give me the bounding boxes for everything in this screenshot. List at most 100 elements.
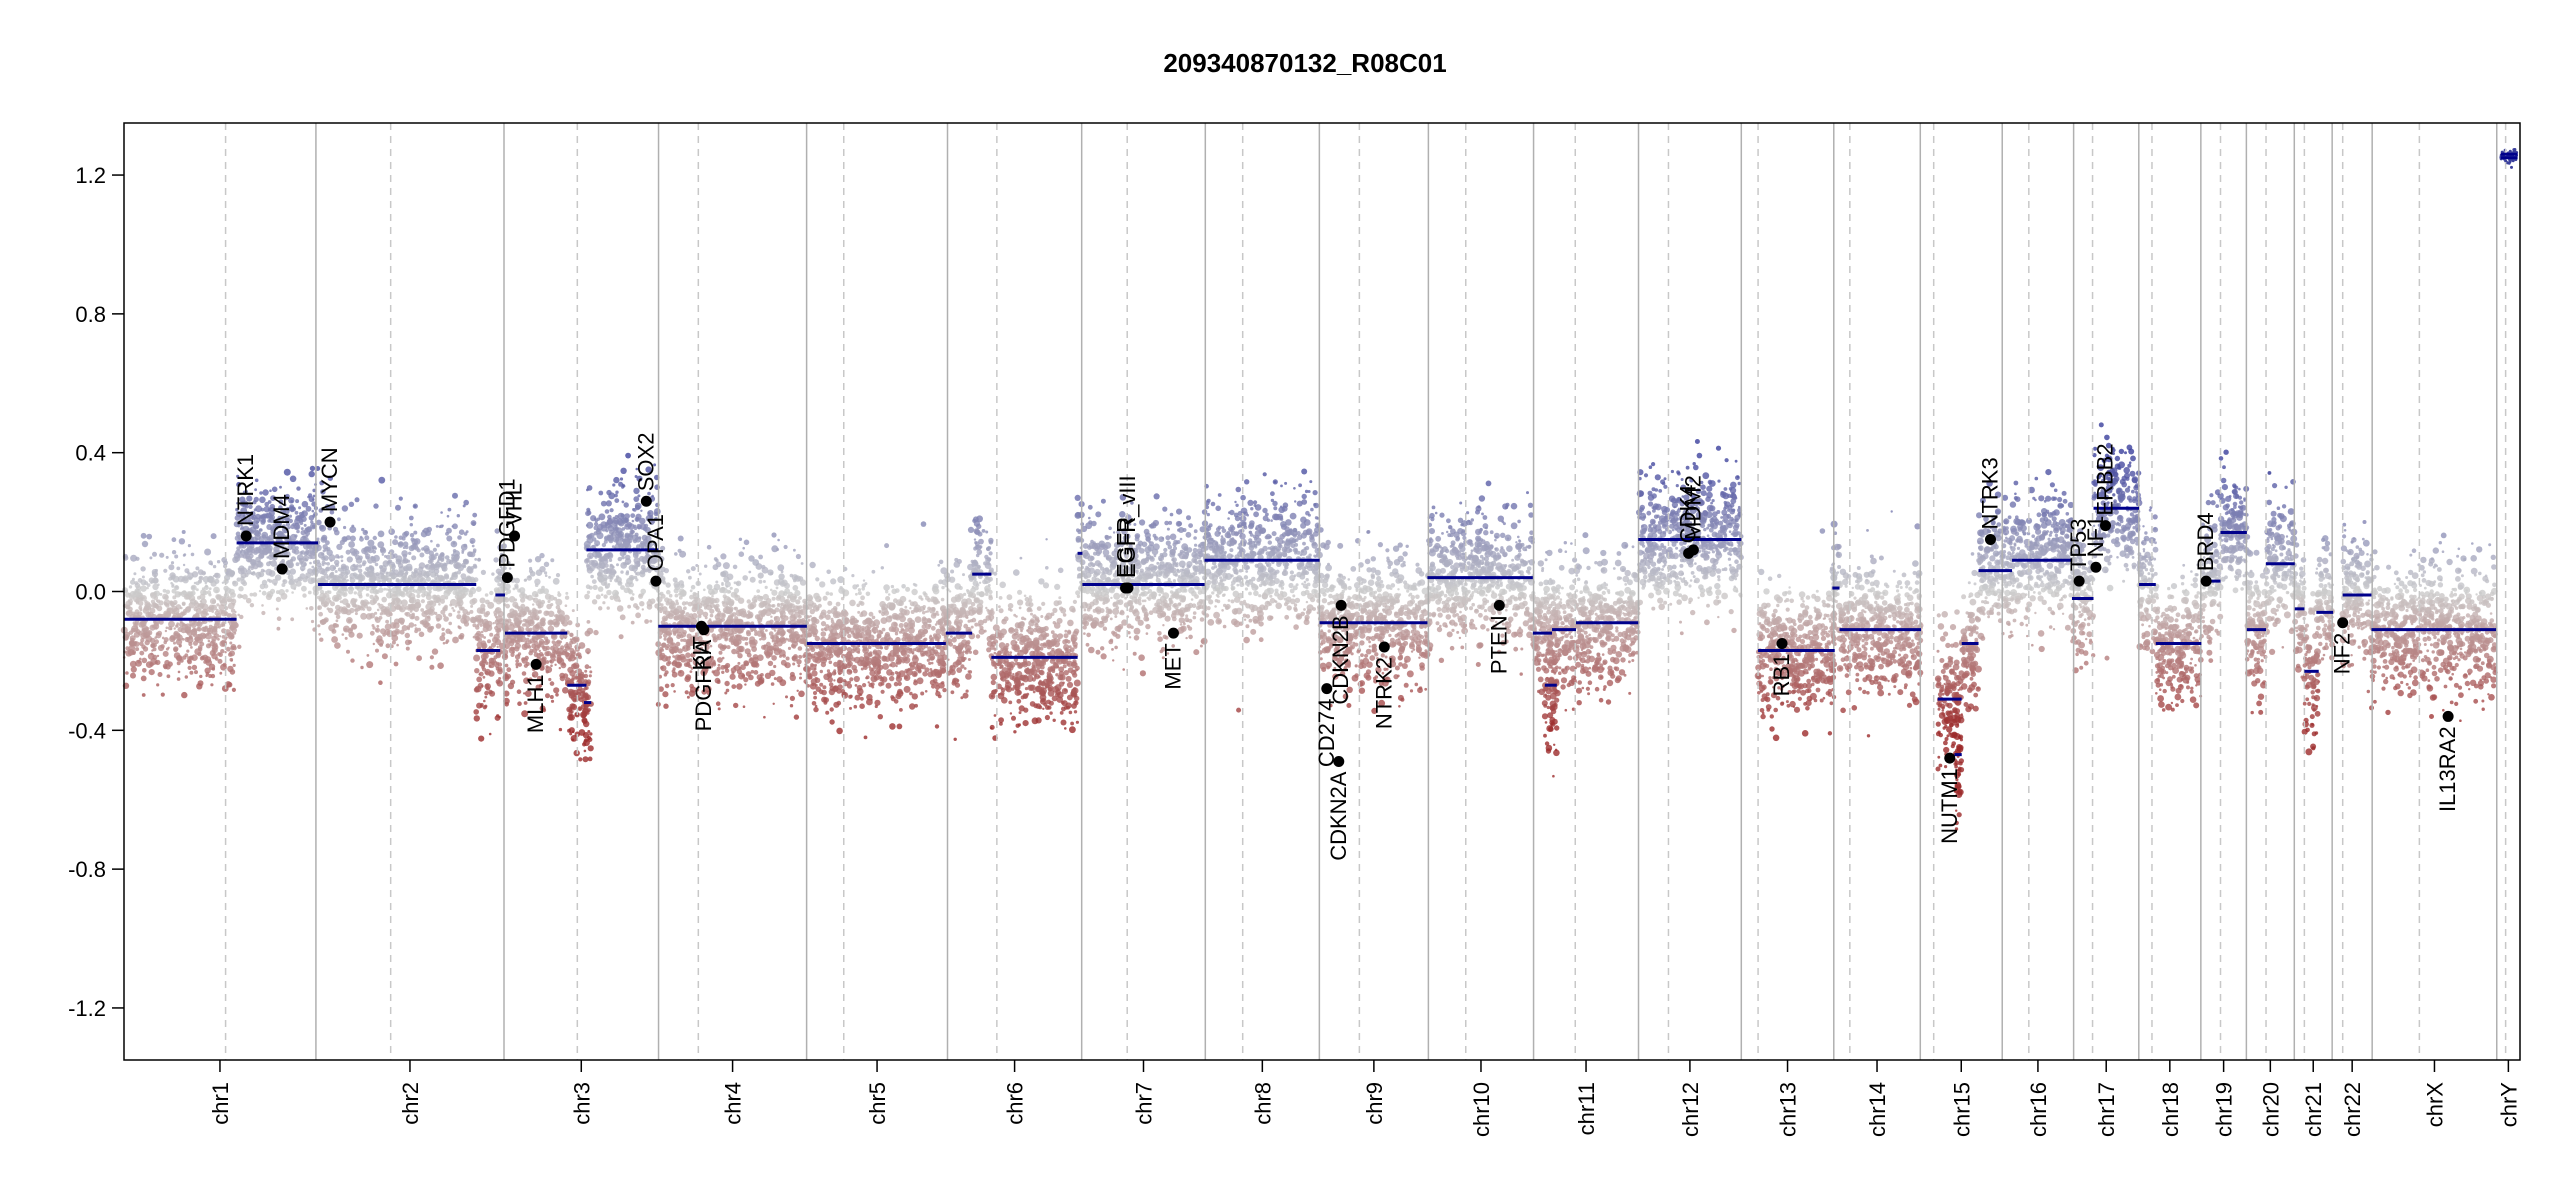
probe-point (145, 603, 152, 610)
probe-point (934, 671, 942, 679)
probe-point (402, 541, 409, 547)
probe-point (827, 625, 835, 632)
probe-point (395, 555, 403, 563)
probe-point (479, 660, 486, 667)
probe-point (150, 642, 156, 648)
probe-point (829, 592, 833, 596)
probe-point (560, 637, 564, 640)
probe-point (159, 592, 163, 596)
probe-point (424, 564, 428, 568)
probe-point (887, 593, 891, 596)
probe-point (633, 603, 638, 609)
probe-point (162, 650, 169, 657)
probe-point (836, 618, 843, 625)
probe-point (635, 612, 641, 619)
probe-point (765, 598, 772, 604)
probe-point (670, 600, 675, 606)
probe-point (147, 611, 154, 618)
probe-point (248, 504, 253, 509)
probe-point (344, 628, 348, 632)
probe-point (896, 690, 904, 697)
probe-point (349, 607, 355, 614)
probe-point (814, 663, 817, 667)
probe-point (224, 637, 228, 641)
probe-point (937, 694, 942, 699)
probe-point (860, 610, 868, 617)
probe-point (398, 496, 403, 501)
probe-point (705, 597, 712, 605)
probe-point (846, 651, 852, 658)
probe-point (174, 554, 179, 559)
probe-point (140, 675, 147, 682)
probe-point (411, 612, 415, 616)
probe-point (227, 665, 234, 673)
probe-point (270, 531, 276, 536)
probe-point (260, 554, 265, 559)
probe-point (264, 501, 270, 507)
probe-point (836, 727, 843, 735)
probe-point (442, 641, 446, 645)
probe-point (488, 661, 495, 669)
probe-point (129, 590, 137, 598)
probe-point (911, 670, 918, 678)
probe-point (508, 624, 515, 631)
probe-point (811, 602, 817, 608)
probe-point (557, 657, 565, 665)
probe-point (334, 609, 341, 616)
probe-point (615, 542, 619, 545)
probe-point (230, 659, 233, 662)
probe-point (595, 551, 602, 558)
probe-point (387, 560, 391, 564)
probe-point (177, 626, 183, 633)
probe-point (909, 619, 916, 626)
probe-point (630, 620, 635, 625)
probe-point (200, 598, 207, 605)
probe-point (909, 607, 912, 610)
probe-point (232, 602, 236, 606)
probe-point (861, 587, 865, 591)
probe-point (301, 585, 307, 592)
probe-point (295, 526, 298, 530)
probe-point (885, 682, 892, 689)
probe-point (213, 633, 220, 639)
probe-point (769, 619, 774, 624)
probe-point (148, 669, 155, 676)
probe-point (334, 642, 341, 649)
probe-point (950, 569, 955, 574)
probe-point (378, 587, 384, 593)
probe-point (842, 679, 847, 683)
probe-point (768, 631, 774, 636)
probe-point (539, 566, 546, 573)
probe-point (410, 537, 415, 542)
probe-point (553, 650, 558, 655)
probe-point (524, 640, 528, 645)
probe-point (218, 604, 225, 611)
probe-point (484, 593, 489, 597)
probe-point (660, 665, 667, 672)
probe-point (506, 667, 512, 673)
probe-point (853, 704, 858, 709)
probe-point (410, 544, 417, 550)
probe-point (401, 599, 408, 607)
probe-point (677, 535, 684, 542)
probe-point (920, 691, 925, 696)
probe-point (553, 614, 557, 618)
probe-point (125, 592, 131, 598)
probe-point (152, 551, 157, 557)
probe-point (797, 664, 801, 668)
probe-point (399, 629, 405, 635)
probe-point (706, 544, 712, 550)
probe-point (473, 550, 477, 554)
probe-point (791, 574, 799, 581)
probe-point (926, 658, 930, 662)
probe-point (735, 618, 742, 625)
probe-point (402, 531, 408, 538)
probe-point (271, 486, 278, 493)
probe-point (230, 608, 236, 613)
probe-point (205, 674, 208, 678)
probe-point (463, 621, 470, 627)
probe-point (198, 575, 204, 581)
probe-point (208, 587, 212, 591)
probe-point (161, 636, 165, 640)
probe-point (557, 591, 560, 594)
